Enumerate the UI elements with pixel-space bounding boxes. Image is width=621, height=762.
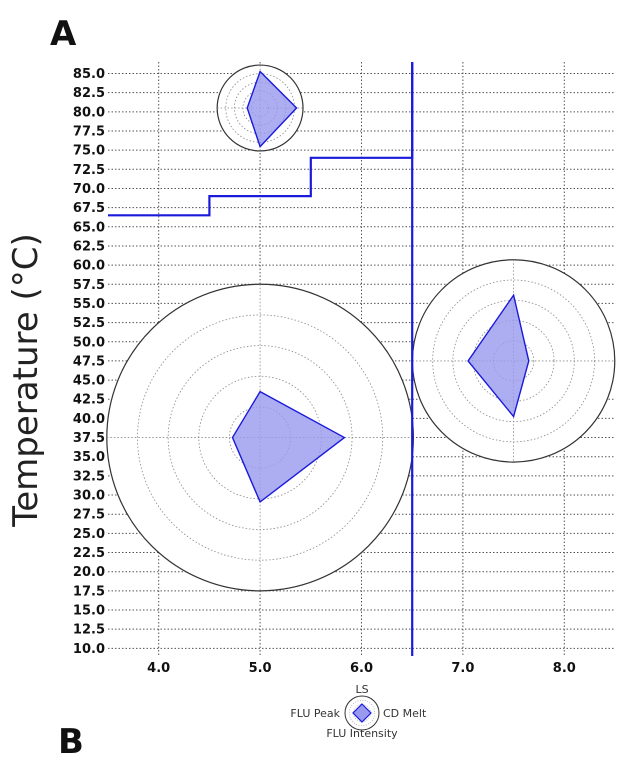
y-tick-label: 32.5 <box>73 469 105 484</box>
y-tick-label: 37.5 <box>73 431 105 446</box>
y-tick-label: 77.5 <box>73 124 105 139</box>
y-tick-label: 57.5 <box>73 278 105 293</box>
x-tick-label: 7.0 <box>451 661 474 676</box>
y-tick-label: 70.0 <box>73 182 105 197</box>
y-tick-label: 82.5 <box>73 86 105 101</box>
y-tick-label: 15.0 <box>73 604 105 619</box>
radar-glyph-layer <box>106 64 616 592</box>
y-tick-label: 30.0 <box>73 489 105 504</box>
y-tick-labels: 10.0 12.5 15.0 17.5 20.0 22.5 25.0 27.5 30.0 32.5… <box>73 67 105 657</box>
y-tick-label: 62.5 <box>73 239 105 254</box>
y-tick-label: 25.0 <box>73 527 105 542</box>
y-tick-label: 17.5 <box>73 584 105 599</box>
y-tick-label: 52.5 <box>73 316 105 331</box>
y-tick-label: 20.0 <box>73 565 105 580</box>
panel-label: A <box>50 14 77 54</box>
legend-glyph <box>344 695 380 731</box>
y-tick-label: 75.0 <box>73 144 105 159</box>
y-tick-label: 72.5 <box>73 163 105 178</box>
y-tick-label: 10.0 <box>73 642 105 657</box>
next-panel-label: B <box>58 722 84 762</box>
y-tick-label: 12.5 <box>73 623 105 638</box>
radar-glyph-2-polygon <box>231 390 346 504</box>
y-tick-label: 45.0 <box>73 374 105 389</box>
radar-glyph-1 <box>216 64 304 152</box>
legend-label-right: CD Melt <box>383 707 427 720</box>
legend-glyph-ring <box>348 699 376 727</box>
legend-glyph-polygon <box>352 703 372 723</box>
y-tick-label: 42.5 <box>73 393 105 408</box>
y-tick-label: 65.0 <box>73 220 105 235</box>
legend-label-bottom: FLU Intensity <box>326 727 398 740</box>
radar-glyph-3-polygon <box>467 293 530 419</box>
x-tick-labels: 4.0 5.0 6.0 7.0 8.0 <box>147 661 576 676</box>
legend-label-top: LS <box>355 683 368 696</box>
y-tick-label: 80.0 <box>73 105 105 120</box>
temperature-chart: 10.0 12.5 15.0 17.5 20.0 22.5 25.0 27.5 30.0 32.5… <box>73 62 616 740</box>
legend: LS FLU Peak CD Melt FLU Intensity <box>290 683 427 740</box>
radar-glyph-3 <box>411 259 616 463</box>
y-tick-label: 60.0 <box>73 259 105 274</box>
x-tick-label: 4.0 <box>147 661 170 676</box>
radar-glyph-2-ring <box>137 314 384 561</box>
x-tick-label: 5.0 <box>249 661 272 676</box>
y-tick-label: 55.0 <box>73 297 105 312</box>
y-tick-label: 67.5 <box>73 201 105 216</box>
x-tick-label: 8.0 <box>553 661 576 676</box>
y-tick-label: 50.0 <box>73 335 105 350</box>
radar-glyph-1-polygon <box>246 70 298 148</box>
radar-glyph-2 <box>106 283 414 592</box>
y-tick-label: 22.5 <box>73 546 105 561</box>
legend-label-left: FLU Peak <box>290 707 340 720</box>
y-tick-label: 35.0 <box>73 450 105 465</box>
y-tick-label: 27.5 <box>73 508 105 523</box>
x-tick-label: 6.0 <box>350 661 373 676</box>
y-tick-label: 40.0 <box>73 412 105 427</box>
y-tick-label: 47.5 <box>73 354 105 369</box>
y-tick-label: 85.0 <box>73 67 105 82</box>
